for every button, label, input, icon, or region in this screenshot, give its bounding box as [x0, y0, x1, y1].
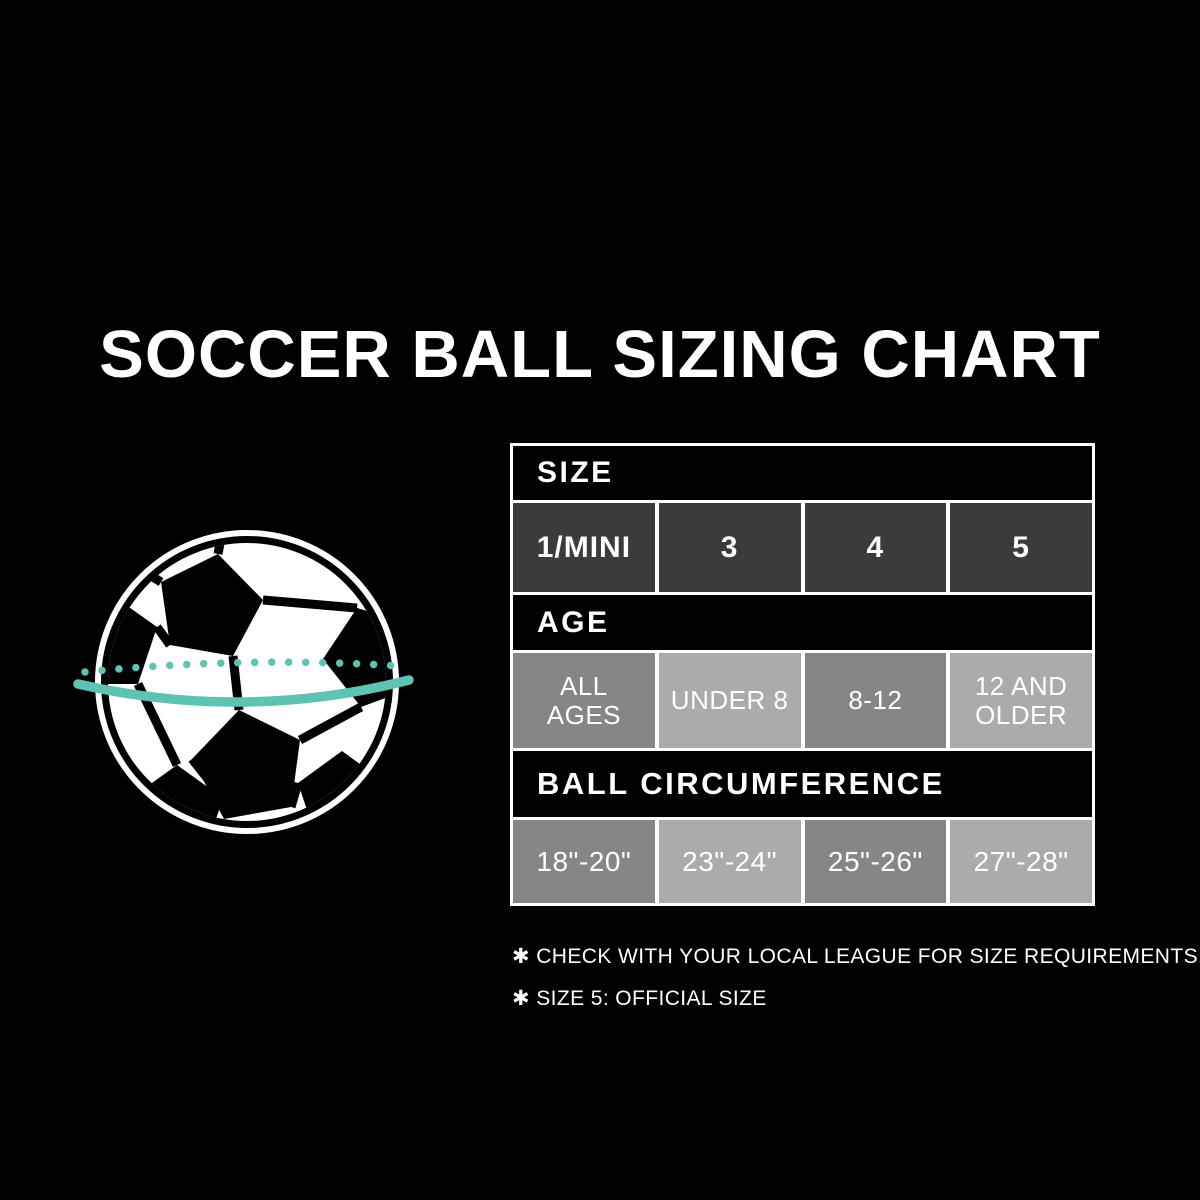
size-cell-3: 3: [658, 503, 801, 592]
footnote-official-size: ✱ SIZE 5: OFFICIAL SIZE: [512, 987, 767, 1010]
sizing-table: SIZE 1/MINI 3 4 5 AGE ALL AGES UNDER 8: [510, 443, 1095, 906]
circumference-header-row: BALL CIRCUMFERENCE: [513, 751, 1092, 817]
age-cell-all-ages: ALL AGES: [513, 653, 655, 748]
size-cell-4: 4: [804, 503, 947, 592]
size-values-row: 1/MINI 3 4 5: [513, 503, 1092, 592]
circ-cell-23-24: 23"-24": [658, 820, 801, 903]
age-cell-8-12: 8-12: [804, 653, 947, 748]
size-cell-1mini: 1/MINI: [513, 503, 655, 592]
age-header-row: AGE: [513, 595, 1092, 650]
age-cell-under-8: UNDER 8: [658, 653, 801, 748]
circumference-header-label: BALL CIRCUMFERENCE: [537, 766, 945, 801]
size-header-label: SIZE: [537, 456, 614, 489]
soccer-ball-icon: [73, 530, 414, 834]
age-header-label: AGE: [537, 605, 610, 639]
soccer-ball-illustration: [57, 515, 437, 855]
circ-cell-25-26: 25"-26": [804, 820, 947, 903]
footnote-league-requirements: ✱ CHECK WITH YOUR LOCAL LEAGUE FOR SIZE …: [512, 945, 1200, 968]
age-cell-12-and-older: 12 AND OLDER: [950, 653, 1092, 748]
measuring-tape-icon: [73, 658, 414, 707]
circ-cell-27-28: 27"-28": [950, 820, 1092, 903]
page-title: SOCCER BALL SIZING CHART: [99, 317, 1101, 392]
circumference-values-row: 18"-20" 23"-24" 25"-26" 27"-28": [513, 820, 1092, 903]
age-values-row: ALL AGES UNDER 8 8-12 12 AND OLDER: [513, 653, 1092, 748]
size-header-row: SIZE: [513, 446, 1092, 500]
circ-cell-18-20: 18"-20": [513, 820, 655, 903]
footnotes: ✱ CHECK WITH YOUR LOCAL LEAGUE FOR SIZE …: [512, 944, 1200, 1028]
size-cell-5: 5: [950, 503, 1092, 592]
